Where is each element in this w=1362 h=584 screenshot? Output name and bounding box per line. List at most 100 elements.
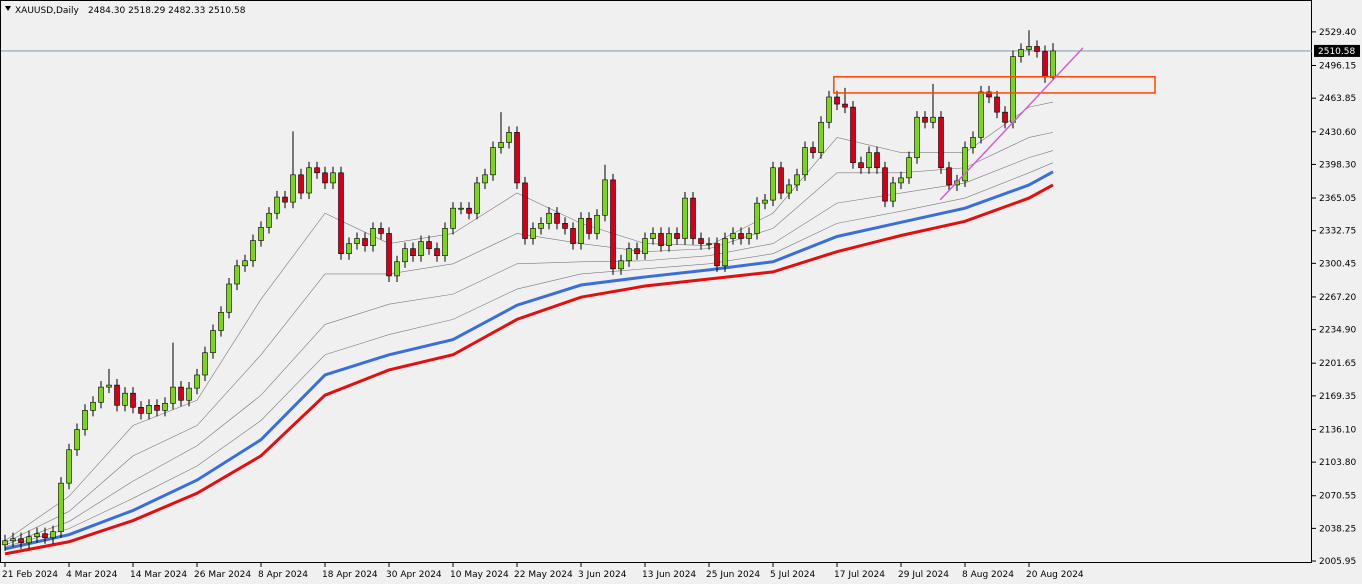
candle-body xyxy=(162,402,168,411)
candle-body xyxy=(466,207,472,214)
x-tick-label: 14 Mar 2024 xyxy=(130,570,187,580)
y-tick-label: 2496.15 xyxy=(1319,62,1356,72)
candle-body xyxy=(26,536,32,544)
candle-body xyxy=(994,96,1000,113)
candle-body xyxy=(282,196,288,203)
candle-body xyxy=(586,218,592,234)
x-tick-label: 20 Aug 2024 xyxy=(1026,570,1084,580)
candle-body xyxy=(746,233,752,239)
candle-body xyxy=(706,243,712,245)
candle-body xyxy=(874,152,880,169)
candle-body xyxy=(98,386,104,403)
candle-body xyxy=(698,238,704,244)
x-tick-label: 5 Jul 2024 xyxy=(770,570,815,580)
moving-average xyxy=(4,170,1054,551)
candle-body xyxy=(242,260,248,267)
candle-body xyxy=(386,233,392,277)
candle-body xyxy=(290,174,296,203)
plot-area xyxy=(0,0,1312,563)
candle-body xyxy=(82,410,88,430)
candle-body xyxy=(674,233,680,239)
x-tick-label: 25 Jun 2024 xyxy=(706,570,760,580)
candle-body xyxy=(602,179,608,216)
candle-body xyxy=(578,218,584,244)
candle-body xyxy=(770,167,776,201)
x-tick-label: 8 Aug 2024 xyxy=(962,570,1014,580)
candle-body xyxy=(10,538,16,542)
candle-body xyxy=(594,214,600,234)
candle-body xyxy=(258,227,264,241)
candle-body xyxy=(178,386,184,401)
candle-body xyxy=(898,177,904,184)
candle-body xyxy=(618,260,624,270)
candle-body xyxy=(610,179,616,270)
candle-body xyxy=(634,248,640,254)
ohlc-label: 2484.30 2518.29 2482.33 2510.58 xyxy=(88,6,246,16)
candle-body xyxy=(410,248,416,257)
candle-body xyxy=(946,167,952,186)
candle-body xyxy=(250,240,256,262)
candle-body xyxy=(626,248,632,262)
candle-body xyxy=(562,223,568,229)
candle-body xyxy=(1018,49,1024,57)
candle-body xyxy=(1050,50,1056,78)
candle-body xyxy=(226,283,232,313)
candle-body xyxy=(218,312,224,331)
x-tick-label: 8 Apr 2024 xyxy=(258,570,308,580)
candle-body xyxy=(818,121,824,153)
candle-body xyxy=(826,96,832,123)
candle-body xyxy=(346,243,352,254)
candle-body xyxy=(306,167,312,194)
candle-body xyxy=(362,238,368,246)
candle-body xyxy=(850,106,856,164)
candle-body xyxy=(122,392,128,406)
candle-body xyxy=(642,238,648,254)
candle-body xyxy=(1002,111,1008,123)
candle-body xyxy=(538,223,544,229)
candle-body xyxy=(426,241,432,249)
y-tick-label: 2169.35 xyxy=(1319,392,1356,402)
candle-body xyxy=(682,197,688,239)
candle-body xyxy=(730,233,736,239)
candle-body xyxy=(794,174,800,186)
candle-body xyxy=(402,248,408,263)
candle-body xyxy=(978,91,984,138)
candle-body xyxy=(418,241,424,257)
candle-body xyxy=(530,228,536,239)
x-tick-label: 22 May 2024 xyxy=(514,570,573,580)
candle-body xyxy=(570,228,576,244)
candle-body xyxy=(394,261,400,277)
candle-body xyxy=(986,91,992,98)
y-tick-label: 2365.05 xyxy=(1319,194,1356,204)
candle-body xyxy=(138,407,144,414)
candle-body xyxy=(314,167,320,174)
x-tick-label: 10 May 2024 xyxy=(450,570,509,580)
candle-body xyxy=(194,374,200,389)
candle-body xyxy=(34,533,40,538)
candle-body xyxy=(450,207,456,229)
candle-body xyxy=(754,202,760,234)
y-tick-label: 2529.40 xyxy=(1319,28,1356,38)
y-tick-label: 2430.60 xyxy=(1319,128,1356,138)
y-tick-label: 2463.85 xyxy=(1319,94,1356,104)
candle-body xyxy=(802,147,808,176)
candle-body xyxy=(866,152,872,169)
candle-body xyxy=(330,172,336,184)
candle-body xyxy=(690,197,696,239)
candle-body xyxy=(378,228,384,234)
candle-body xyxy=(146,405,152,414)
x-tick-label: 4 Mar 2024 xyxy=(66,570,118,580)
x-tick-label: 29 Jul 2024 xyxy=(898,570,949,580)
y-tick-label: 2398.30 xyxy=(1319,160,1356,170)
candle-body xyxy=(266,212,272,228)
y-tick-label: 2267.20 xyxy=(1319,293,1356,303)
y-tick-label: 2136.10 xyxy=(1319,425,1356,435)
candle-body xyxy=(922,116,928,123)
y-tick-label: 2234.90 xyxy=(1319,326,1356,336)
candle-body xyxy=(474,182,480,214)
candle-body xyxy=(1034,46,1040,52)
y-tick-label: 2300.45 xyxy=(1319,259,1356,269)
candle-body xyxy=(1026,46,1032,50)
candle-body xyxy=(274,196,280,214)
